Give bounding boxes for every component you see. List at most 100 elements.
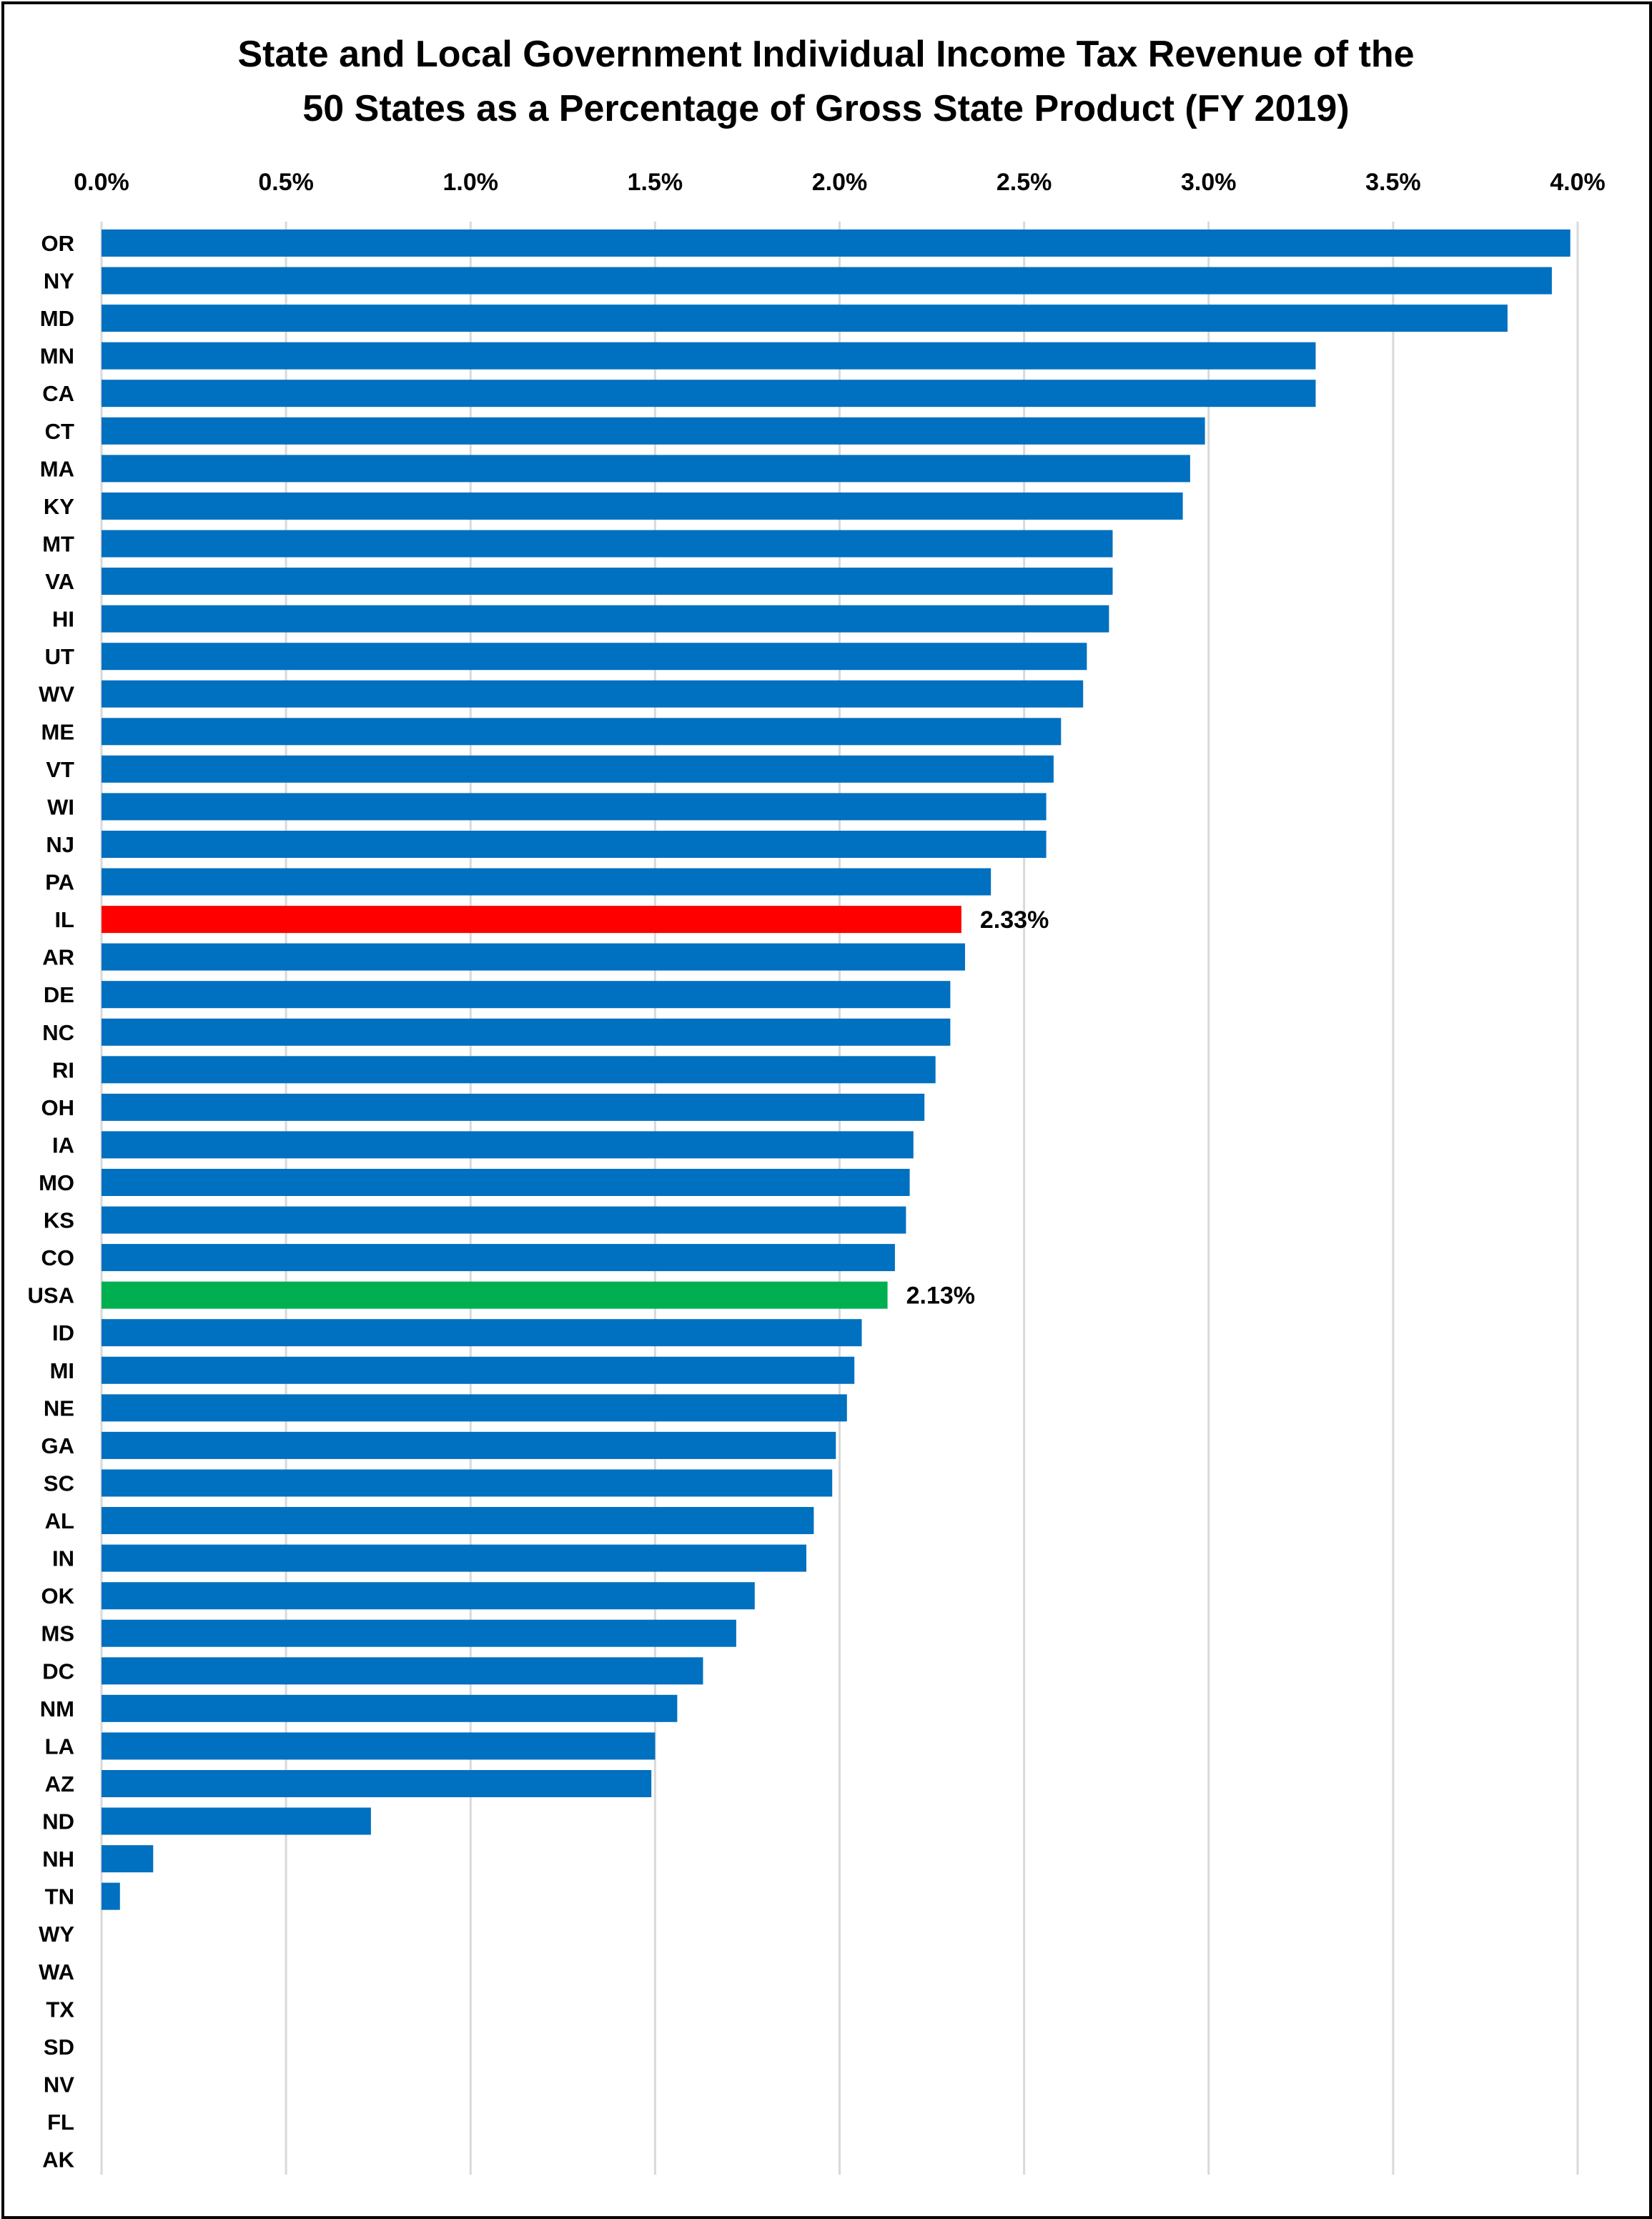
bar-al bbox=[102, 1507, 814, 1534]
bar-wi bbox=[102, 793, 1047, 821]
bar-ct bbox=[102, 417, 1205, 445]
category-label: PA bbox=[45, 870, 74, 895]
bar-ok bbox=[102, 1582, 755, 1610]
x-axis-ticks: 0.0% 0.5% 1.0% 1.5% 2.0% 2.5% 3.0% 3.5% 4.0% bbox=[74, 169, 1606, 196]
category-label: TX bbox=[46, 1997, 74, 2022]
category-label: NY bbox=[44, 269, 74, 294]
category-label: NC bbox=[42, 1020, 74, 1045]
category-label: CT bbox=[45, 419, 74, 444]
bar-in bbox=[102, 1544, 806, 1572]
x-tick-label: 1.5% bbox=[628, 169, 683, 196]
bar-ri bbox=[102, 1056, 936, 1084]
bar-mi bbox=[102, 1356, 855, 1384]
bar-me bbox=[102, 718, 1062, 746]
category-label: WY bbox=[39, 1922, 74, 1947]
category-label: VA bbox=[45, 569, 74, 594]
bar-hi bbox=[102, 605, 1109, 633]
bar-mn bbox=[102, 342, 1316, 370]
category-label: NJ bbox=[46, 832, 74, 857]
category-label: NE bbox=[44, 1395, 74, 1420]
x-tick-label: 2.5% bbox=[996, 169, 1052, 196]
x-tick-label: 3.0% bbox=[1181, 169, 1237, 196]
category-label: WA bbox=[39, 1959, 74, 1985]
bar-nh bbox=[102, 1845, 154, 1873]
category-label: WV bbox=[39, 682, 74, 707]
category-label: OH bbox=[41, 1095, 75, 1120]
category-label: CA bbox=[42, 381, 74, 406]
bar-vt bbox=[102, 755, 1054, 783]
category-label: VT bbox=[46, 757, 74, 782]
category-label: AZ bbox=[45, 1771, 74, 1797]
category-label: MS bbox=[41, 1621, 75, 1646]
bar-nj bbox=[102, 831, 1047, 858]
bar-ny bbox=[102, 267, 1552, 295]
category-label: ND bbox=[42, 1809, 74, 1834]
category-label: TN bbox=[45, 1884, 74, 1909]
bar-de bbox=[102, 981, 951, 1009]
category-label: WI bbox=[47, 794, 74, 819]
category-label: UT bbox=[45, 644, 74, 669]
bar-ia bbox=[102, 1131, 914, 1159]
category-label: MI bbox=[50, 1358, 74, 1383]
bar-md bbox=[102, 305, 1508, 332]
bar-ks bbox=[102, 1206, 906, 1234]
category-label: USA bbox=[28, 1283, 74, 1308]
category-label: HI bbox=[52, 607, 74, 632]
category-label: MN bbox=[40, 344, 74, 369]
category-label: ME bbox=[41, 719, 75, 744]
bar-nc bbox=[102, 1018, 951, 1046]
bar-ga bbox=[102, 1431, 836, 1459]
category-label: KY bbox=[44, 494, 74, 519]
x-tick-label: 0.0% bbox=[74, 169, 129, 196]
category-label: KS bbox=[44, 1208, 74, 1233]
category-label: SC bbox=[44, 1471, 74, 1496]
chart-title-line-2: 50 States as a Percentage of Gross State… bbox=[302, 88, 1350, 129]
x-tick-label: 4.0% bbox=[1550, 169, 1606, 196]
category-label: MD bbox=[40, 306, 74, 331]
bar-sc bbox=[102, 1469, 833, 1497]
bar-co bbox=[102, 1244, 895, 1272]
bar-ms bbox=[102, 1619, 736, 1647]
bar-nd bbox=[102, 1807, 371, 1835]
bar-dc bbox=[102, 1657, 703, 1685]
chart-title-line-1: State and Local Government Individual In… bbox=[237, 34, 1415, 75]
category-label: MT bbox=[42, 532, 74, 557]
category-label: NV bbox=[44, 2072, 74, 2097]
bar-id bbox=[102, 1319, 862, 1347]
bar-wv bbox=[102, 680, 1084, 708]
bar-tn bbox=[102, 1882, 120, 1910]
bar-il bbox=[102, 906, 961, 934]
data-label-usa: 2.13% bbox=[906, 1283, 975, 1310]
category-label: NH bbox=[42, 1847, 74, 1872]
category-label: DE bbox=[44, 982, 74, 1007]
category-label: AK bbox=[42, 2148, 74, 2173]
category-label: AR bbox=[42, 945, 74, 970]
category-label: NM bbox=[40, 1696, 74, 1721]
bars bbox=[102, 229, 1571, 1910]
bar-az bbox=[102, 1770, 652, 1797]
x-tick-label: 3.5% bbox=[1365, 169, 1421, 196]
bar-ar bbox=[102, 943, 965, 971]
bar-pa bbox=[102, 868, 991, 896]
category-labels: OR NY MD MN CA CT MA KY MT VA HI UT WV ME VT WI NJ PA IL AR… bbox=[28, 231, 75, 2173]
x-tick-label: 0.5% bbox=[258, 169, 314, 196]
bar-mt bbox=[102, 530, 1113, 558]
x-tick-label: 1.0% bbox=[443, 169, 499, 196]
category-label: IL bbox=[54, 907, 74, 932]
bar-la bbox=[102, 1732, 656, 1760]
bar-nm bbox=[102, 1694, 678, 1722]
category-label: OK bbox=[41, 1583, 75, 1608]
data-label-il: 2.33% bbox=[980, 906, 1049, 934]
bar-va bbox=[102, 568, 1113, 595]
category-label: IN bbox=[52, 1546, 74, 1571]
category-label: MO bbox=[39, 1170, 74, 1195]
category-label: DC bbox=[42, 1659, 74, 1684]
category-label: OR bbox=[41, 231, 75, 256]
bar-ma bbox=[102, 455, 1190, 483]
category-label: RI bbox=[52, 1057, 74, 1082]
bar-or bbox=[102, 229, 1571, 257]
bar-usa bbox=[102, 1281, 888, 1309]
bar-ne bbox=[102, 1394, 847, 1422]
bar-mo bbox=[102, 1169, 910, 1196]
